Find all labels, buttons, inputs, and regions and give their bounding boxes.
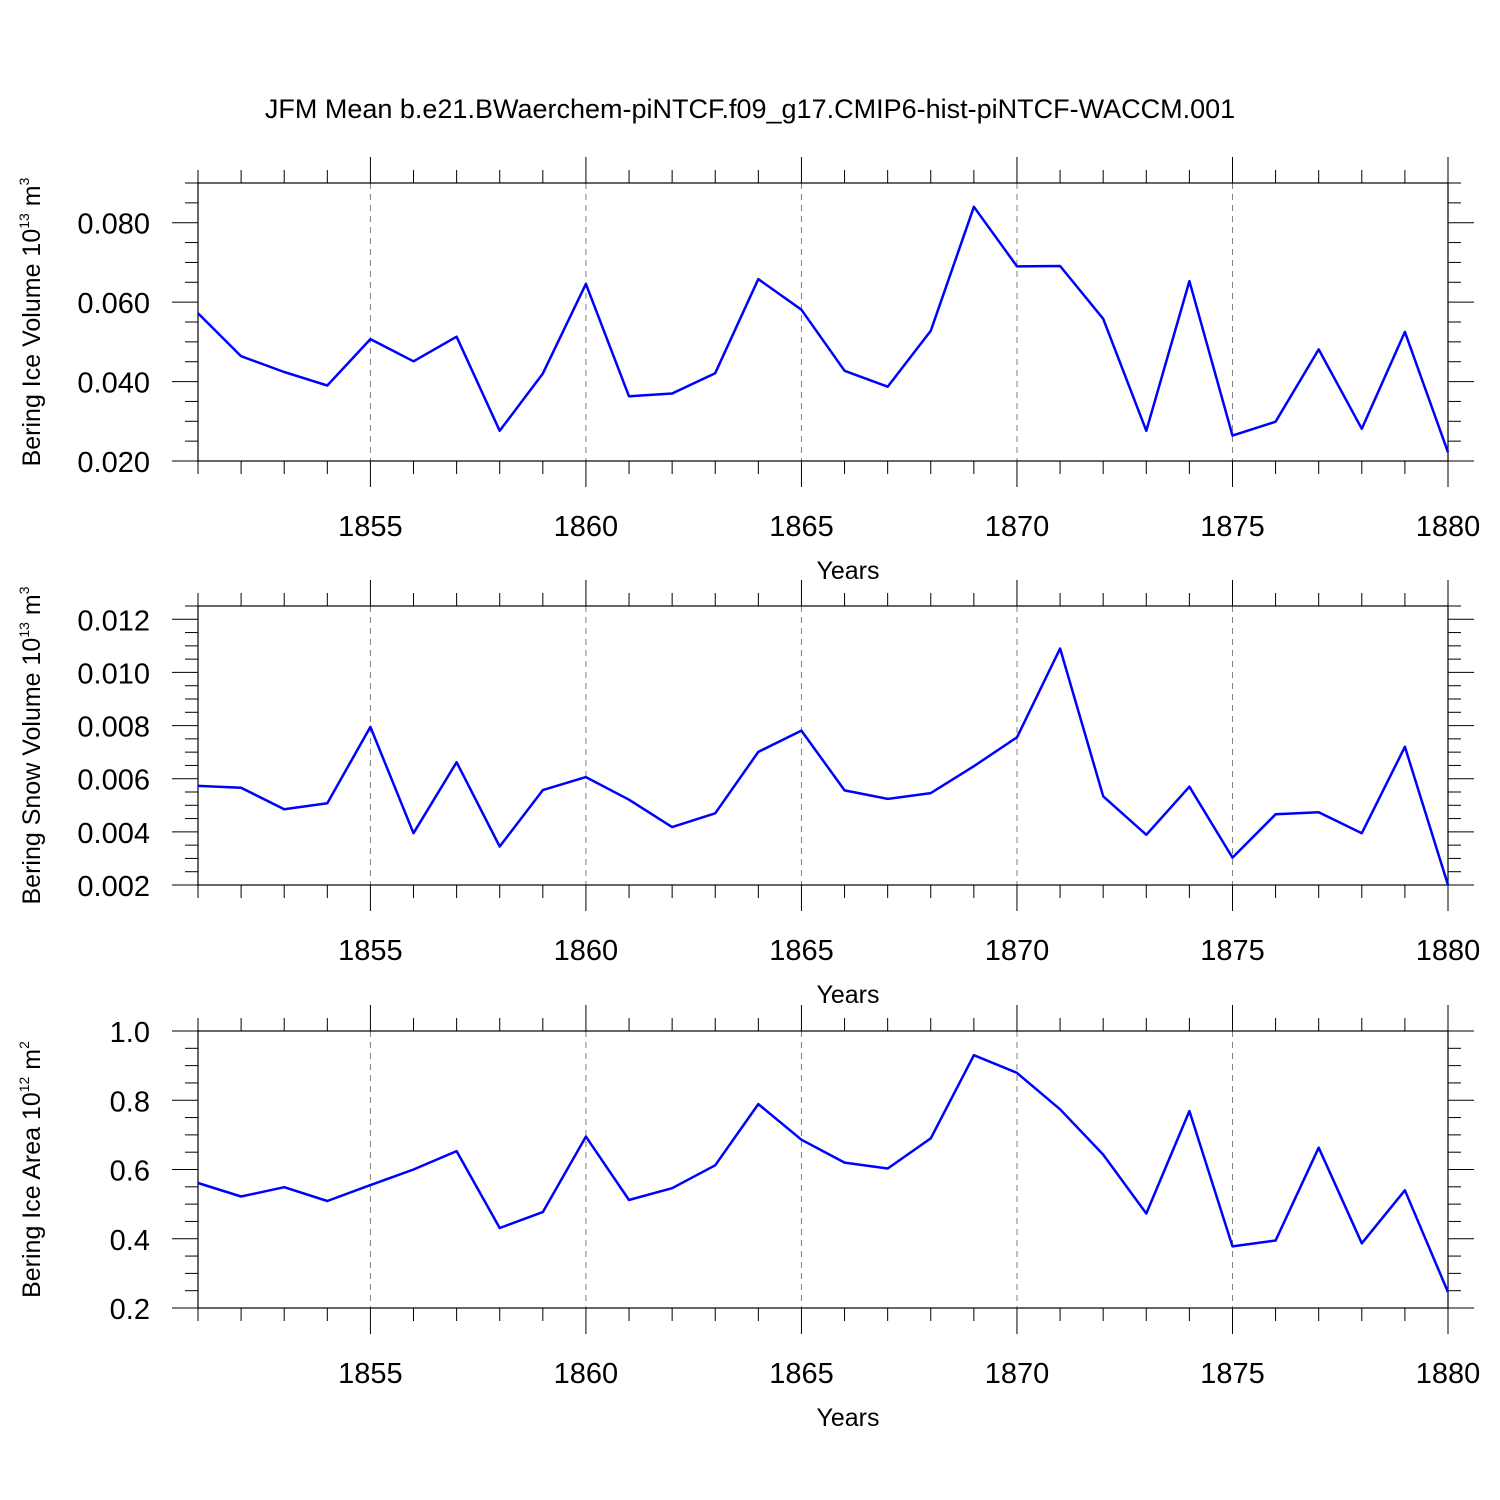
- x-axis-label: Years: [816, 557, 879, 585]
- y-tick-label: 0.010: [77, 658, 150, 690]
- x-tick-label: 1875: [1200, 1358, 1265, 1390]
- series-line: [197, 1053, 1450, 1293]
- y-tick-label: 0.002: [77, 871, 150, 903]
- x-tick-label: 1855: [338, 1358, 403, 1390]
- y-tick-label: 0.4: [110, 1225, 150, 1257]
- panel-1: 1855 1860 1865 1870 1875 1880 0.020 0.040 0.060 0…: [16, 157, 1480, 585]
- series-line: [197, 205, 1450, 453]
- x-tick-label: 1860: [554, 511, 619, 543]
- y-tick-label: 0.008: [77, 712, 150, 744]
- x-tick-label: 1865: [769, 511, 834, 543]
- y-tick-label: 0.060: [77, 288, 150, 320]
- y-tick-label: 0.8: [110, 1086, 150, 1118]
- y-axis-label-text: m: [18, 594, 46, 622]
- y-tick-label: 0.6: [110, 1156, 150, 1188]
- x-tick-label: 1860: [554, 935, 619, 967]
- plot-frame: [197, 605, 1449, 886]
- x-tick-label: 1870: [985, 1358, 1050, 1390]
- x-tick-label: 1865: [769, 935, 834, 967]
- y-axis-label-superscript: 13: [16, 622, 32, 638]
- panel-3: 1855 1860 1865 1870 1875 1880 0.2 0.4 0.6 0.8 1.0 Y…: [16, 1005, 1480, 1432]
- y-axis-label-superscript: 3: [16, 177, 32, 185]
- y-tick-label: 0.020: [77, 447, 150, 479]
- y-axis-label-text: Bering Ice Volume 10: [18, 229, 46, 467]
- x-tick-label: 1860: [554, 1358, 619, 1390]
- x-tick-label: 1880: [1416, 935, 1481, 967]
- y-axis-label-superscript: 12: [16, 1076, 32, 1092]
- x-tick-label: 1875: [1200, 935, 1265, 967]
- y-axis-label-text: Bering Snow Volume 10: [18, 638, 46, 905]
- x-tick-label: 1880: [1416, 511, 1481, 543]
- x-tick-label: 1855: [338, 935, 403, 967]
- x-tick-label: 1870: [985, 511, 1050, 543]
- x-tick-label: 1855: [338, 511, 403, 543]
- chart-title: JFM Mean b.e21.BWaerchem-piNTCF.f09_g17.…: [265, 94, 1235, 124]
- panel-2: 1855 1860 1865 1870 1875 1880 0.002 0.004 0.006 0…: [16, 580, 1480, 1009]
- y-axis-label-text: m: [18, 185, 46, 213]
- plot-frame: [197, 1030, 1449, 1309]
- y-tick-label: 0.006: [77, 765, 150, 797]
- y-tick-label: 0.040: [77, 368, 150, 400]
- y-tick-label: 0.012: [77, 605, 150, 637]
- series-line: [197, 647, 1450, 886]
- y-axis-label-text: m: [18, 1049, 46, 1077]
- y-axis-label: Bering Ice Area 1012 m2: [16, 1041, 46, 1298]
- panels: 1855 1860 1865 1870 1875 1880 0.020 0.040 0.060 0…: [16, 157, 1480, 1432]
- y-tick-label: 0.004: [77, 818, 150, 850]
- y-tick-label: 0.2: [110, 1294, 150, 1326]
- y-axis-label-text: Bering Ice Area 10: [18, 1092, 46, 1298]
- x-tick-label: 1870: [985, 935, 1050, 967]
- x-tick-label: 1880: [1416, 1358, 1481, 1390]
- y-tick-label: 1.0: [110, 1017, 150, 1049]
- y-axis-label-superscript: 2: [16, 1041, 32, 1049]
- y-axis-label-superscript: 3: [16, 586, 32, 594]
- x-axis-label: Years: [816, 981, 879, 1009]
- y-axis-label: Bering Snow Volume 1013 m3: [16, 586, 46, 904]
- x-axis-label: Years: [816, 1404, 879, 1432]
- y-tick-label: 0.080: [77, 209, 150, 241]
- y-axis-label: Bering Ice Volume 1013 m3: [16, 177, 46, 466]
- y-axis-label-superscript: 13: [16, 213, 32, 229]
- x-tick-label: 1875: [1200, 511, 1265, 543]
- x-tick-label: 1865: [769, 1358, 834, 1390]
- plot-frame: [197, 182, 1449, 462]
